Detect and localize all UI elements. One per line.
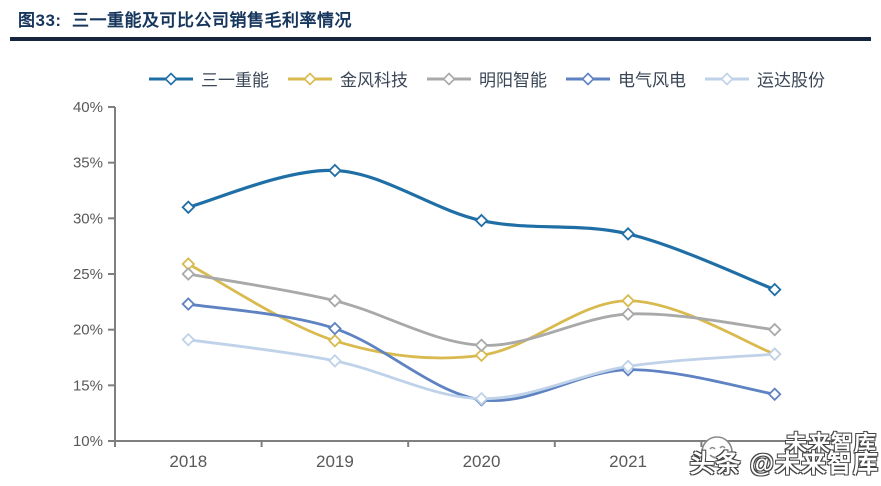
- data-point-三一重能: [328, 163, 342, 178]
- y-tick-label: 30%: [73, 210, 103, 227]
- legend-swatch-icon: [705, 71, 749, 86]
- data-point-运达股份: [181, 332, 196, 347]
- data-point-电气风电: [328, 321, 342, 336]
- data-point-电气风电: [181, 297, 196, 311]
- y-tick-label: 15%: [73, 377, 103, 394]
- x-tick-label: 2020: [463, 452, 501, 471]
- data-point-金风科技: [474, 348, 489, 363]
- data-point-三一重能: [474, 213, 489, 228]
- x-tick-label: 2018: [169, 452, 207, 471]
- x-tick-label: 2019: [316, 452, 354, 471]
- legend-swatch-icon: [566, 71, 610, 86]
- legend-swatch-icon: [149, 71, 193, 86]
- legend-item-电气风电: 电气风电: [565, 66, 686, 91]
- chart-legend: 三一重能 金风科技 明阳智能 电气风电 运达股份: [0, 66, 881, 91]
- legend-item-运达股份: 运达股份: [704, 66, 825, 91]
- line-chart: 40% 35% 30% 25% 20% 15% 10% 2018 2019 2020 2021: [73, 99, 849, 471]
- title-divider: [10, 37, 871, 41]
- data-point-金风科技: [621, 293, 635, 308]
- figure-title: 图33: 三一重能及可比公司销售毛利率情况: [18, 11, 353, 30]
- legend-swatch-icon: [288, 71, 332, 86]
- y-tick-label: 10%: [73, 433, 103, 450]
- data-point-三一重能: [767, 282, 782, 297]
- y-tick-label: 25%: [73, 266, 103, 283]
- data-point-运达股份: [767, 347, 782, 362]
- series-line-三一重能: [186, 168, 777, 292]
- legend-label: 电气风电: [618, 71, 686, 90]
- data-point-运达股份: [328, 353, 342, 368]
- data-point-运达股份: [474, 391, 489, 406]
- data-point-明阳智能: [181, 267, 196, 281]
- legend-label: 金风科技: [340, 71, 408, 90]
- data-point-明阳智能: [328, 293, 342, 308]
- data-point-金风科技: [328, 333, 342, 348]
- legend-label: 明阳智能: [479, 71, 547, 90]
- legend-item-金风科技: 金风科技: [287, 66, 408, 91]
- legend-item-三一重能: 三一重能: [148, 66, 269, 91]
- series-line-明阳智能: [186, 272, 777, 347]
- legend-label: 运达股份: [757, 71, 825, 90]
- data-point-明阳智能: [621, 307, 635, 321]
- data-point-明阳智能: [474, 338, 489, 353]
- legend-item-明阳智能: 明阳智能: [426, 66, 547, 91]
- y-tick-label: 40%: [73, 99, 103, 116]
- legend-label: 三一重能: [201, 71, 269, 90]
- data-point-三一重能: [621, 227, 635, 241]
- data-point-运达股份: [621, 359, 635, 374]
- y-tick-label: 20%: [73, 322, 103, 339]
- y-tick-label: 35%: [73, 155, 103, 172]
- data-point-三一重能: [181, 200, 196, 215]
- data-point-明阳智能: [767, 322, 782, 337]
- legend-swatch-icon: [427, 71, 471, 86]
- data-point-电气风电: [767, 387, 782, 402]
- x-tick-label: 2021: [609, 452, 647, 471]
